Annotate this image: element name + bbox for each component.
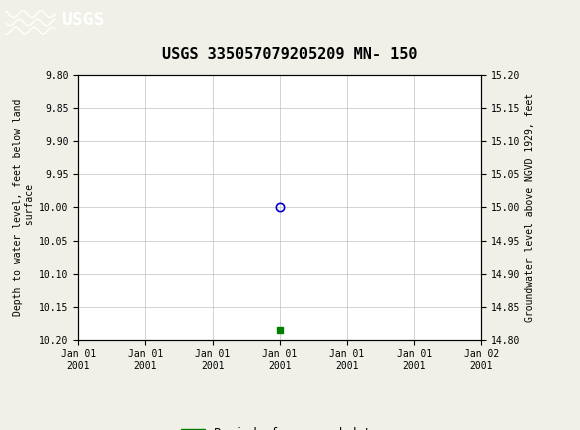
Text: USGS 335057079205209 MN- 150: USGS 335057079205209 MN- 150 [162, 47, 418, 62]
Legend: Period of approved data: Period of approved data [177, 422, 383, 430]
Text: USGS: USGS [61, 12, 104, 29]
Y-axis label: Groundwater level above NGVD 1929, feet: Groundwater level above NGVD 1929, feet [525, 93, 535, 322]
Y-axis label: Depth to water level, feet below land
 surface: Depth to water level, feet below land su… [13, 99, 35, 316]
